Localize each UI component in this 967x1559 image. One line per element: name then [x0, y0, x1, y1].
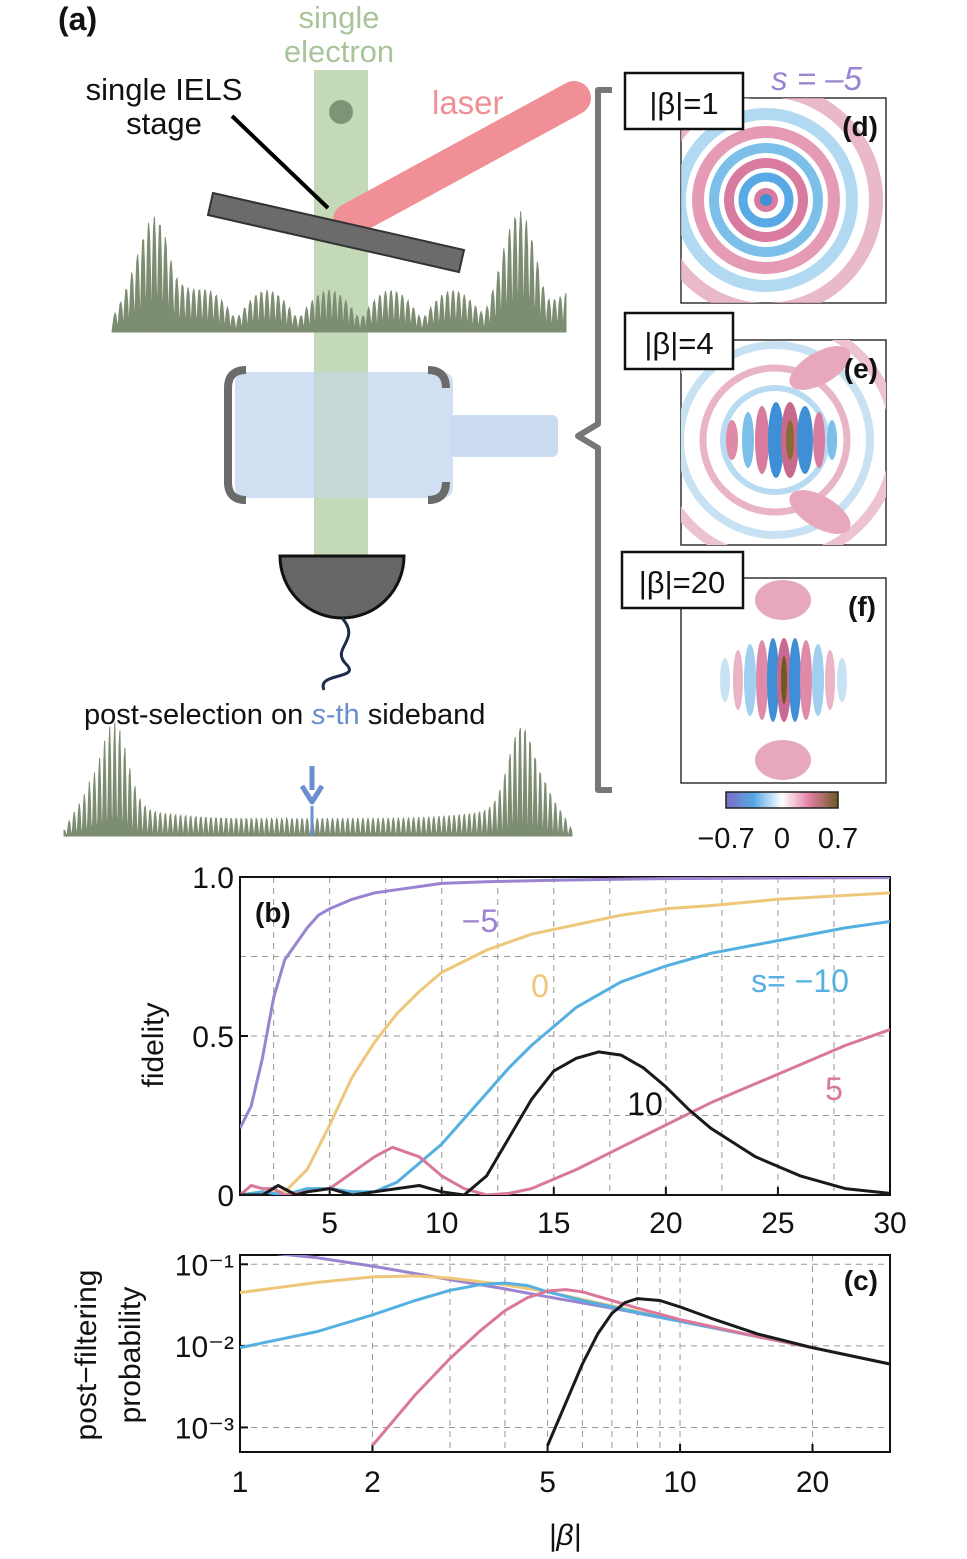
colorbar	[725, 791, 839, 809]
prob-ylabel-line1: post−filtering	[70, 1270, 103, 1441]
fidelity-ytick-label: 0.5	[192, 1021, 234, 1054]
wigner-bracket	[575, 87, 612, 793]
fidelity-xtick-label: 30	[873, 1207, 906, 1240]
fidelity-xtick-label: 25	[761, 1207, 794, 1240]
fidelity-series-s-5	[240, 877, 890, 1129]
cavity-mirror-right	[427, 366, 450, 504]
prob-xtick-label: 20	[796, 1466, 829, 1499]
cavity-mirror-left	[224, 366, 247, 504]
cavity-output-port	[450, 415, 558, 457]
annotation-s-0: 0	[531, 968, 549, 1004]
wigner-f-beta: |β|=20	[639, 565, 726, 600]
wigner-panel-f: |β|=20 (f)	[620, 550, 887, 784]
wigner-e-beta: |β|=4	[644, 326, 713, 361]
annotation-s-minus10: s= −10	[751, 963, 849, 999]
panel-c-label: (c)	[844, 1265, 878, 1296]
spectrum-bottom-trace	[63, 722, 573, 838]
fidelity-series-s0	[240, 891, 890, 1195]
electron-dot	[329, 100, 353, 124]
annotation-s-minus5: −5	[462, 903, 498, 939]
fidelity-series-s5	[240, 1028, 890, 1195]
prob-series-s10	[546, 1297, 890, 1447]
laser-beam	[333, 81, 591, 237]
prob-series-s-5	[275, 1255, 890, 1366]
prob-xtick-label: 2	[364, 1466, 381, 1499]
colorbar-tick-max: 0.7	[818, 823, 858, 855]
spectrum-top-trace	[111, 211, 567, 333]
prob-series-s5	[371, 1288, 890, 1447]
iels-spectrum-top	[111, 211, 567, 333]
fidelity-series-s10	[240, 1050, 890, 1195]
stage-pointer-line	[230, 114, 330, 210]
prob-ylabel-line2: probability	[114, 1287, 147, 1424]
probability-chart: 1 2 5 10 20 10⁻³ 10⁻² 10⁻¹	[175, 1249, 891, 1499]
fidelity-chart: 5 10 15 20 25 30 0 0.5 1.0	[192, 862, 906, 1240]
wigner-panel-e: |β|=4 (e)	[623, 311, 887, 546]
laser-label: laser	[432, 84, 504, 121]
annotation-s-5: 5	[825, 1071, 843, 1107]
wigner-panel-d: |β|=1 (d)	[623, 71, 887, 304]
electron-label-line2: electron	[284, 34, 394, 69]
beam-through-cavity	[314, 372, 368, 498]
prob-ytick-label: 10⁻²	[175, 1331, 234, 1364]
electron-label-line1: single	[299, 0, 380, 35]
fidelity-ytick-label: 0	[217, 1180, 234, 1213]
postselect-arrow-head-icon	[299, 784, 325, 805]
stage-label-line2: stage	[126, 106, 202, 141]
prob-xtick-label: 5	[539, 1466, 556, 1499]
panel-e-label: (e)	[844, 353, 878, 384]
prob-series-s-10	[240, 1281, 890, 1366]
colorbar-tick-min: −0.7	[697, 823, 754, 855]
prob-frame	[239, 1254, 891, 1453]
iels-plate	[206, 191, 466, 274]
prob-ytick-label: 10⁻³	[175, 1412, 234, 1445]
panel-a-label: (a)	[58, 1, 97, 37]
wigner-s-label: s = –5	[771, 60, 862, 97]
fidelity-series-s-10	[240, 920, 890, 1195]
electron-detector	[278, 554, 406, 620]
sideband-spectrum-bottom	[63, 722, 573, 838]
fidelity-ytick-label: 1.0	[192, 862, 234, 895]
fidelity-xtick-label: 10	[425, 1207, 458, 1240]
stage-label-line1: single IELS	[86, 72, 243, 107]
prob-xlabel: |β|	[549, 1519, 582, 1552]
detector-cable	[321, 616, 351, 691]
panel-f-label: (f)	[848, 591, 876, 622]
fidelity-ylabel: fidelity	[137, 1002, 170, 1087]
prob-xtick-label: 10	[663, 1466, 696, 1499]
cavity-body	[235, 372, 453, 498]
colorbar-tick-zero: 0	[774, 823, 790, 855]
prob-xtick-label: 1	[232, 1466, 249, 1499]
panel-d-label: (d)	[842, 111, 878, 142]
panel-b-label: (b)	[255, 897, 291, 928]
fidelity-xtick-label: 20	[649, 1207, 682, 1240]
fidelity-xtick-label: 15	[537, 1207, 570, 1240]
wigner-d-beta: |β|=1	[649, 86, 718, 121]
fidelity-xtick-label: 5	[321, 1207, 338, 1240]
prob-ytick-label: 10⁻¹	[175, 1249, 234, 1282]
annotation-s-10: 10	[627, 1086, 663, 1122]
postselect-label: post-selection on s-th sideband	[84, 699, 485, 731]
